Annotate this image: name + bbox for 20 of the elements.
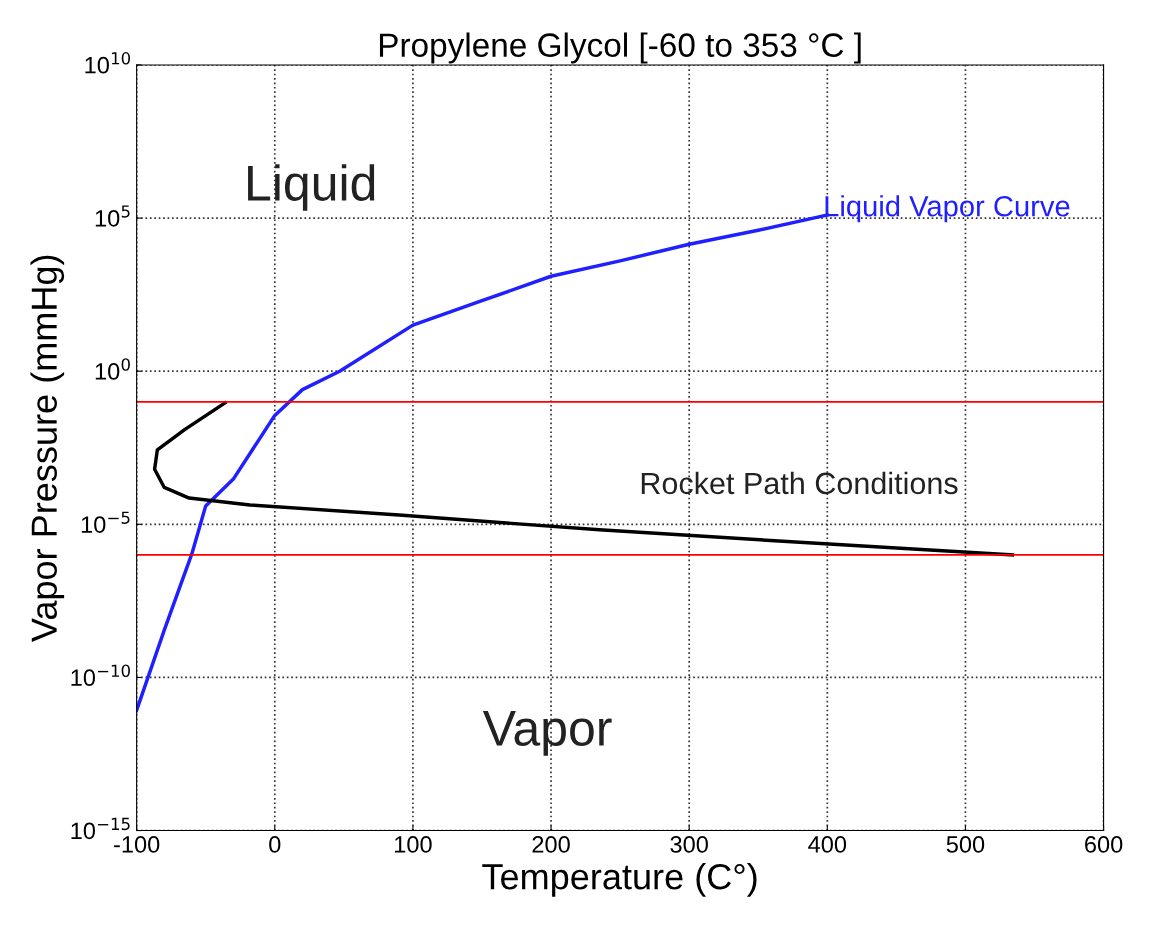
x-tick-label: 600 [1085, 836, 1123, 853]
line-series [152, 401, 1015, 557]
y-tick-label: 10$^{5}$ [95, 205, 130, 227]
y-tick-label: 10$^{−5}$ [81, 511, 130, 533]
x-tick-label: 400 [808, 836, 847, 853]
x-tick-label: 500 [946, 836, 985, 853]
x-tick-label: 300 [670, 836, 708, 853]
annotation: Vapor [482, 711, 612, 756]
x-tick-label: 0 [269, 836, 281, 853]
annotation: Liquid [248, 164, 375, 211]
y-tick-label: 10$^{−10}$ [71, 664, 130, 687]
x-axis-title: Temperature (C°) [482, 862, 757, 897]
y-tick-label: 10$^{0}$ [95, 358, 130, 380]
y-tick-label: 10$^{10}$ [85, 52, 131, 74]
chart-title: Propylene Glycol [-60 to 353 °C ] [379, 32, 861, 64]
x-tick-label: 100 [395, 836, 432, 853]
annotation: Rocket Path Conditions [641, 471, 958, 495]
y-axis-title: Vapor Pressure (mmHg) [30, 255, 65, 642]
series-label: Liquid Vapor Curve [825, 195, 1070, 223]
x-tick-label: 200 [532, 836, 570, 853]
